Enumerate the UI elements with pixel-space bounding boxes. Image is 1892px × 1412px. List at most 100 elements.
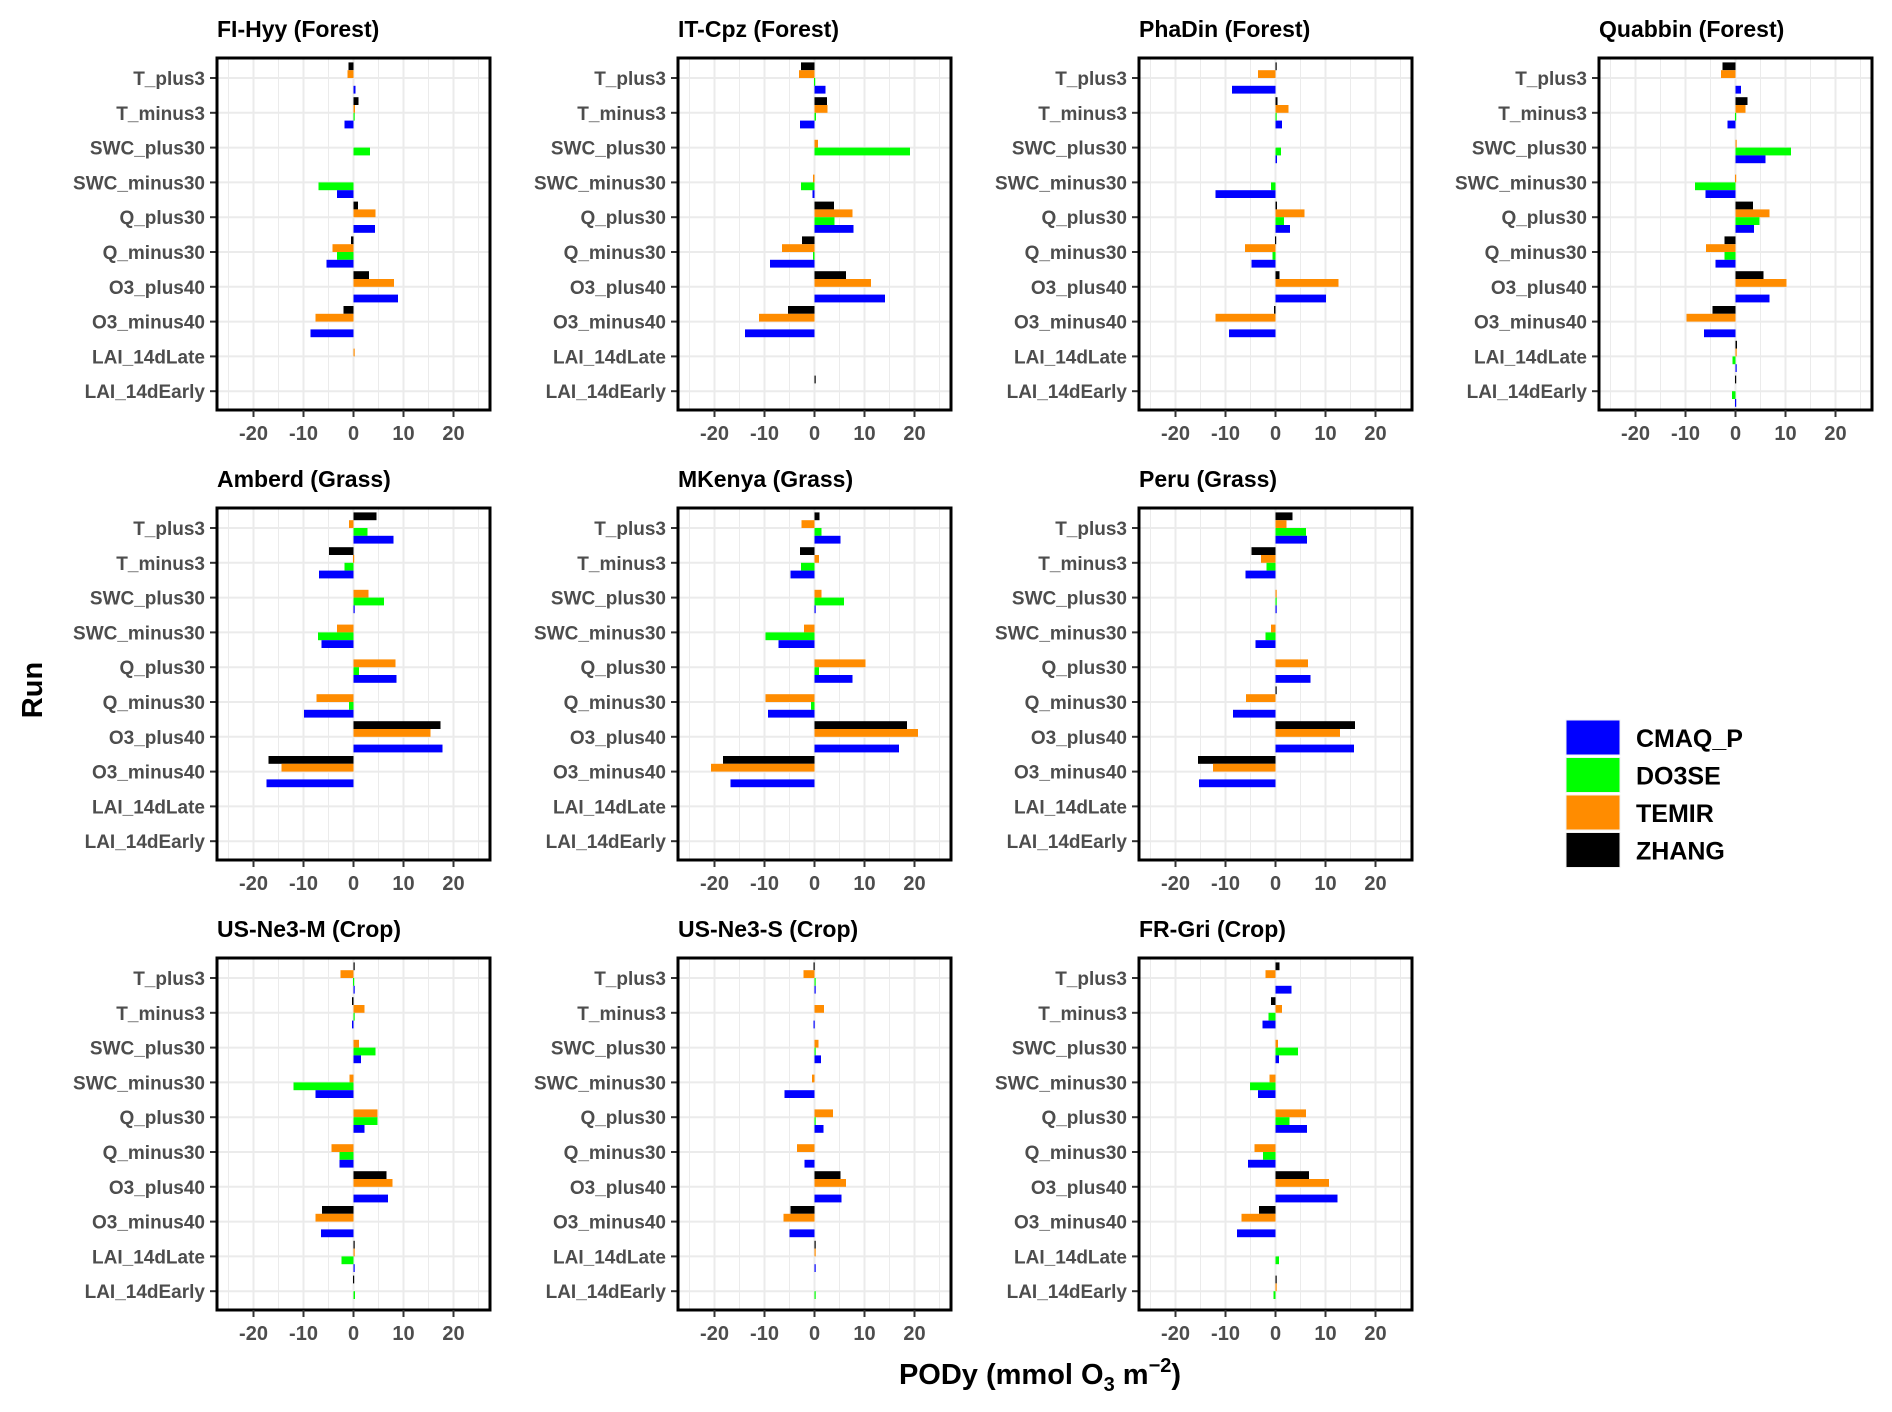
y-tick-label: T_minus3 bbox=[1038, 1004, 1127, 1025]
bar-cmaq-p bbox=[353, 605, 355, 614]
bar-cmaq-p bbox=[344, 120, 354, 129]
y-tick-label: LAI_14dEarly bbox=[546, 382, 667, 403]
panels: T_plus3 T_minus3 SWC_plus30 SWC_minus30 Q_pl… bbox=[73, 16, 1874, 1345]
panel: T_plus3 T_minus3 SWC_plus30 SWC_minus30 Q_pl… bbox=[534, 466, 953, 895]
y-tick-label: T_plus3 bbox=[1055, 69, 1127, 90]
bar-cmaq-p bbox=[1735, 155, 1766, 164]
x-axis-title-unit-mid: m bbox=[1115, 1359, 1149, 1391]
x-axis-title: PODy (mmol O3 m−2) bbox=[899, 1355, 1181, 1396]
y-tick-label: O3_minus40 bbox=[1474, 313, 1587, 334]
panel: T_plus3 T_minus3 SWC_plus30 SWC_minus30 Q_pl… bbox=[995, 916, 1414, 1345]
y-tick-label: Q_minus30 bbox=[564, 243, 666, 264]
x-tick-label: -10 bbox=[750, 1323, 779, 1345]
x-tick-label: -20 bbox=[1161, 873, 1190, 895]
bar-cmaq-p bbox=[1735, 225, 1754, 233]
x-tick-label: 10 bbox=[392, 873, 414, 895]
y-tick-label: Q_minus30 bbox=[564, 693, 666, 714]
bar-zhang bbox=[322, 1206, 354, 1214]
legend-swatch-do3se bbox=[1565, 757, 1621, 793]
bar-zhang bbox=[353, 271, 369, 279]
x-tick-label: 20 bbox=[903, 423, 925, 445]
bar-zhang bbox=[723, 756, 815, 764]
bar-temir bbox=[1213, 763, 1276, 772]
y-tick-label: SWC_plus30 bbox=[90, 589, 205, 610]
bar-zhang bbox=[1275, 201, 1277, 210]
x-tick-label: -20 bbox=[239, 873, 268, 895]
bar-zhang bbox=[353, 1240, 355, 1249]
y-tick-label: O3_minus40 bbox=[1014, 763, 1127, 784]
y-tick-label: SWC_plus30 bbox=[1012, 589, 1127, 610]
bar-cmaq-p bbox=[310, 329, 354, 338]
bar-temir bbox=[1275, 209, 1305, 218]
bar-temir bbox=[765, 694, 815, 702]
x-tick-label: 10 bbox=[853, 873, 875, 895]
x-tick-label: -10 bbox=[289, 873, 318, 895]
x-tick-label: 20 bbox=[442, 1323, 464, 1345]
bar-zhang bbox=[814, 1240, 816, 1249]
bar-cmaq-p bbox=[1245, 570, 1276, 579]
y-tick-label: SWC_plus30 bbox=[551, 1039, 666, 1060]
legend-label: DO3SE bbox=[1636, 763, 1721, 791]
bar-do3se bbox=[801, 562, 815, 571]
bar-cmaq-p bbox=[804, 1159, 815, 1168]
bar-cmaq-p bbox=[353, 225, 375, 233]
bar-cmaq-p bbox=[770, 259, 815, 268]
bar-cmaq-p bbox=[1275, 605, 1277, 614]
x-axis-title-unit-prefix: (mmol O bbox=[986, 1359, 1104, 1391]
panel: T_plus3 T_minus3 SWC_plus30 SWC_minus30 Q_pl… bbox=[534, 16, 953, 445]
y-tick-label: O3_plus40 bbox=[1491, 278, 1587, 299]
y-tick-label: O3_minus40 bbox=[1014, 313, 1127, 334]
bar-zhang bbox=[1275, 512, 1293, 521]
y-tick-label: T_minus3 bbox=[116, 1004, 205, 1025]
bar-do3se bbox=[1275, 217, 1284, 225]
y-tick-label: T_plus3 bbox=[594, 969, 666, 990]
x-tick-label: 20 bbox=[1364, 1323, 1386, 1345]
bar-do3se bbox=[353, 1047, 376, 1056]
bar-cmaq-p bbox=[1275, 1125, 1307, 1133]
y-tick-label: Q_plus30 bbox=[1041, 1108, 1127, 1129]
bar-zhang bbox=[353, 1171, 387, 1179]
bar-temir bbox=[353, 348, 355, 357]
bar-cmaq-p bbox=[813, 1020, 815, 1029]
panel-title: PhaDin (Forest) bbox=[1139, 16, 1310, 42]
bar-do3se bbox=[349, 702, 354, 710]
y-tick-label: O3_plus40 bbox=[109, 278, 205, 299]
y-tick-label: SWC_minus30 bbox=[995, 1073, 1127, 1094]
bar-cmaq-p bbox=[1275, 985, 1292, 994]
bar-do3se bbox=[814, 1291, 816, 1299]
bar-do3se bbox=[814, 528, 822, 536]
bar-cmaq-p bbox=[315, 1090, 354, 1098]
y-tick-label: LAI_14dLate bbox=[553, 347, 666, 368]
bar-temir bbox=[1735, 139, 1737, 148]
x-tick-label: -20 bbox=[1621, 423, 1650, 445]
bar-temir bbox=[1735, 279, 1787, 287]
bar-temir bbox=[1721, 70, 1736, 78]
panel-title: FI-Hyy (Forest) bbox=[217, 16, 379, 42]
bar-cmaq-p bbox=[814, 535, 841, 544]
bar-do3se bbox=[318, 182, 354, 191]
bar-zhang bbox=[1259, 1206, 1276, 1214]
bar-cmaq-p bbox=[1275, 155, 1277, 164]
panel: T_plus3 T_minus3 SWC_plus30 SWC_minus30 Q_pl… bbox=[1455, 16, 1874, 445]
y-tick-label: Q_plus30 bbox=[1041, 658, 1127, 679]
panel-title: IT-Cpz (Forest) bbox=[678, 16, 839, 42]
y-tick-label: LAI_14dEarly bbox=[1007, 382, 1128, 403]
y-tick-label: O3_minus40 bbox=[92, 1213, 205, 1234]
y-tick-label: LAI_14dLate bbox=[553, 797, 666, 818]
x-tick-label: -20 bbox=[1161, 423, 1190, 445]
bar-cmaq-p bbox=[814, 294, 885, 303]
panel-title: MKenya (Grass) bbox=[678, 466, 853, 492]
bar-cmaq-p bbox=[1275, 675, 1311, 683]
bar-temir bbox=[1258, 70, 1276, 78]
bar-do3se bbox=[1275, 1256, 1279, 1265]
x-tick-label: 10 bbox=[853, 1323, 875, 1345]
x-tick-label: 0 bbox=[1730, 423, 1741, 445]
bar-temir bbox=[1275, 279, 1339, 287]
bar-zhang bbox=[814, 1171, 841, 1179]
x-tick-label: 20 bbox=[903, 873, 925, 895]
bar-zhang bbox=[1274, 306, 1276, 314]
y-tick-label: T_plus3 bbox=[594, 519, 666, 540]
y-tick-label: LAI_14dLate bbox=[92, 797, 205, 818]
bar-do3se bbox=[1735, 112, 1737, 121]
bar-temir bbox=[814, 1039, 819, 1048]
